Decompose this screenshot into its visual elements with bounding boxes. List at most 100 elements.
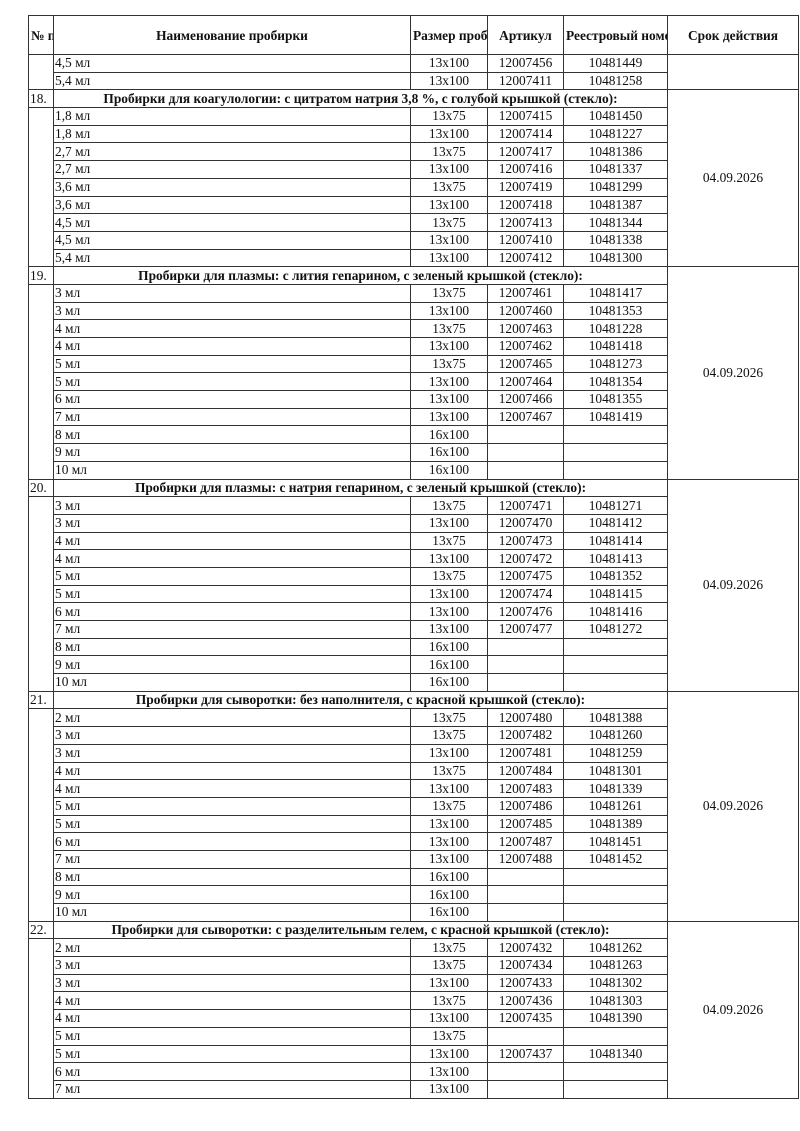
item-article: 12007471: [487, 496, 564, 515]
item-article: 12007436: [487, 991, 564, 1011]
item-size: 13х100: [410, 584, 488, 604]
item-name: 1,8 мл: [53, 124, 411, 144]
item-registry: 10481450: [563, 107, 668, 126]
item-size: 13х75: [410, 956, 488, 975]
item-size: 16х100: [410, 637, 488, 657]
item-article: 12007463: [487, 319, 564, 338]
item-registry: 10481417: [563, 283, 668, 303]
table-row: 4,5 мл 13х75 12007413 10481344: [29, 213, 799, 232]
item-size: 13х100: [410, 301, 488, 321]
item-article: 12007483: [487, 779, 564, 798]
item-article: [487, 443, 564, 462]
table-row: 5 мл 13х100 12007464 10481354: [29, 372, 799, 392]
table-row: 8 мл 16х100: [29, 867, 799, 887]
item-name: 3,6 мл: [53, 177, 411, 197]
item-article: 12007433: [487, 973, 564, 993]
item-registry: 10481344: [563, 213, 668, 232]
item-name: 4,5 мл: [53, 213, 411, 232]
item-size: 13х100: [410, 549, 488, 568]
table-row: 2 мл 13х75 12007480 10481388: [28, 708, 799, 922]
row-number-cell: [28, 53, 54, 91]
group-title: Пробирки для сыворотки: с разделительным…: [53, 920, 668, 940]
table-row: 4 мл 13х75 12007473 10481414: [29, 531, 799, 551]
item-registry: [563, 673, 668, 692]
item-size: 13х75: [410, 354, 488, 374]
item-article: 12007461: [487, 283, 564, 303]
item-size: 13х100: [410, 1079, 488, 1099]
table-header: № п/п Наименование пробирки Размер проби…: [28, 15, 799, 55]
item-name: 7 мл: [53, 849, 411, 869]
item-article: 12007487: [487, 832, 564, 851]
item-name: 3 мл: [53, 513, 411, 533]
group-number: 22.: [28, 920, 54, 940]
group-title: Пробирки для плазмы: с натрия гепарином,…: [53, 478, 668, 498]
table-row: 2,7 мл 13х100 12007416 10481337: [29, 160, 799, 179]
item-size: 13х100: [410, 1062, 488, 1081]
item-name: 8 мл: [53, 867, 411, 887]
group-number: 21.: [28, 690, 54, 710]
table-row: 8 мл 16х100: [29, 637, 799, 657]
expiry-date: [667, 53, 799, 91]
table-row: 1,8 мл 13х100 12007414 10481227: [29, 124, 799, 144]
item-name: 6 мл: [53, 832, 411, 851]
item-registry: 10481299: [563, 177, 668, 197]
item-name: 4,5 мл: [53, 54, 411, 73]
item-registry: 10481262: [563, 938, 668, 958]
item-registry: 10481413: [563, 549, 668, 568]
item-name: 4 мл: [53, 761, 411, 781]
item-size: 16х100: [410, 673, 488, 692]
item-article: 12007419: [487, 177, 564, 197]
item-article: 12007418: [487, 195, 564, 215]
table-row: 5 мл 13х75 12007486 10481261: [29, 796, 799, 816]
item-size: 13х75: [410, 531, 488, 551]
item-size: 13х100: [410, 814, 488, 834]
expiry-date: 04.09.2026: [667, 478, 799, 692]
item-registry: 10481337: [563, 160, 668, 179]
table-row: 5 мл 13х100 12007437 10481340: [29, 1044, 799, 1064]
item-name: 5 мл: [53, 1026, 411, 1046]
item-size: 13х100: [410, 248, 488, 268]
item-name: 3 мл: [53, 496, 411, 515]
item-registry: [563, 903, 668, 922]
item-article: 12007413: [487, 213, 564, 232]
item-name: 5 мл: [53, 584, 411, 604]
item-article: 12007435: [487, 1009, 564, 1028]
group-title: Пробирки для коагулологии: с цитратом на…: [53, 89, 668, 109]
item-registry: [563, 867, 668, 887]
item-article: 12007456: [487, 54, 564, 73]
item-size: 13х100: [410, 195, 488, 215]
row-number-cell: [28, 107, 54, 268]
item-name: 2 мл: [53, 938, 411, 958]
row-number-cell: [28, 283, 54, 480]
item-name: 4 мл: [53, 991, 411, 1011]
table-row: 4 мл 13х100 12007483 10481339: [29, 779, 799, 798]
item-article: 12007437: [487, 1044, 564, 1064]
item-registry: [563, 460, 668, 480]
item-size: 13х100: [410, 1044, 488, 1064]
item-registry: [563, 885, 668, 904]
item-registry: 10481387: [563, 195, 668, 215]
item-article: 12007415: [487, 107, 564, 126]
item-name: 3,6 мл: [53, 195, 411, 215]
item-name: 4,5 мл: [53, 230, 411, 250]
item-registry: 10481449: [563, 54, 668, 73]
header-num: № п/п: [28, 15, 54, 55]
item-registry: [563, 1062, 668, 1081]
item-size: 16х100: [410, 460, 488, 480]
item-registry: 10481260: [563, 726, 668, 745]
item-article: 12007477: [487, 620, 564, 639]
item-article: [487, 903, 564, 922]
group-title-row: 19. Пробирки для плазмы: с лития гепарино…: [28, 266, 799, 480]
item-registry: 10481301: [563, 761, 668, 781]
item-name: 1,8 мл: [53, 107, 411, 126]
item-name: 4 мл: [53, 779, 411, 798]
item-name: 5,4 мл: [53, 248, 411, 268]
item-size: 13х100: [410, 160, 488, 179]
table-row: 3 мл 13х75 12007434 10481263: [29, 956, 799, 975]
item-registry: 10481416: [563, 602, 668, 621]
table-row: 3 мл 13х75 12007461 10481417: [28, 283, 799, 480]
item-registry: 10481452: [563, 849, 668, 869]
table-row: 5 мл 13х75 12007465 10481273: [29, 354, 799, 374]
item-article: 12007485: [487, 814, 564, 834]
item-name: 5,4 мл: [53, 71, 411, 91]
